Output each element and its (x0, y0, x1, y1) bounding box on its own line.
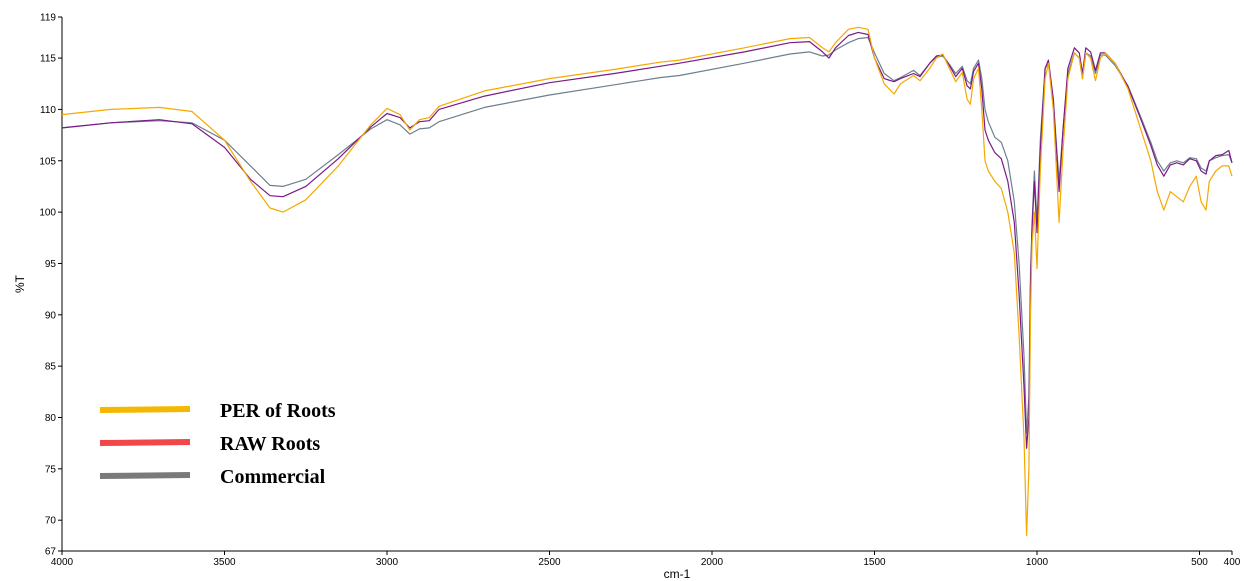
x-tick-label: 500 (1191, 557, 1208, 568)
y-tick-label: 70 (45, 516, 57, 527)
legend-swatch (99, 406, 191, 413)
series-line-raw-roots (61, 31, 1233, 449)
y-tick-label: 105 (39, 156, 56, 167)
x-axis-title: cm-1 (664, 567, 691, 581)
y-tick-label: 115 (40, 54, 56, 65)
legend-label: PER of Roots (220, 400, 336, 422)
y-tick-label: 119 (40, 13, 56, 24)
x-tick-label: 1000 (1026, 557, 1049, 568)
legend-label: RAW Roots (220, 433, 320, 455)
x-tick-label: 2500 (538, 557, 561, 568)
y-tick-label: 100 (39, 208, 56, 219)
x-tick-label: 4000 (51, 557, 74, 568)
x-tick-label: 2000 (701, 557, 724, 568)
y-tick-label: 75 (45, 464, 57, 475)
x-tick-label: 1500 (863, 557, 886, 568)
x-ticks: 4000 3500 3000 2500 2000 1500 1000 500 400 (51, 551, 1241, 568)
y-axis-title: %T (13, 274, 27, 293)
y-ticks: 67 70 75 80 85 90 95 100 105 110 115 119 (39, 13, 62, 558)
y-tick-label: 67 (45, 547, 57, 558)
series-layer (61, 26, 1233, 537)
series-line-commercial (61, 36, 1233, 434)
y-tick-label: 80 (45, 413, 57, 424)
y-tick-label: 95 (45, 259, 57, 270)
legend-swatch (99, 439, 191, 446)
x-tick-label: 400 (1224, 557, 1241, 568)
legend: PER of Roots RAW Roots Commercial (99, 400, 336, 488)
legend-label: Commercial (220, 466, 326, 488)
x-tick-label: 3000 (376, 557, 399, 568)
legend-swatch (99, 472, 191, 479)
x-tick-label: 3500 (213, 557, 236, 568)
y-tick-label: 110 (40, 105, 56, 116)
y-tick-label: 90 (45, 310, 57, 321)
y-tick-label: 85 (45, 362, 57, 373)
series-line-per-of-roots (61, 26, 1233, 537)
